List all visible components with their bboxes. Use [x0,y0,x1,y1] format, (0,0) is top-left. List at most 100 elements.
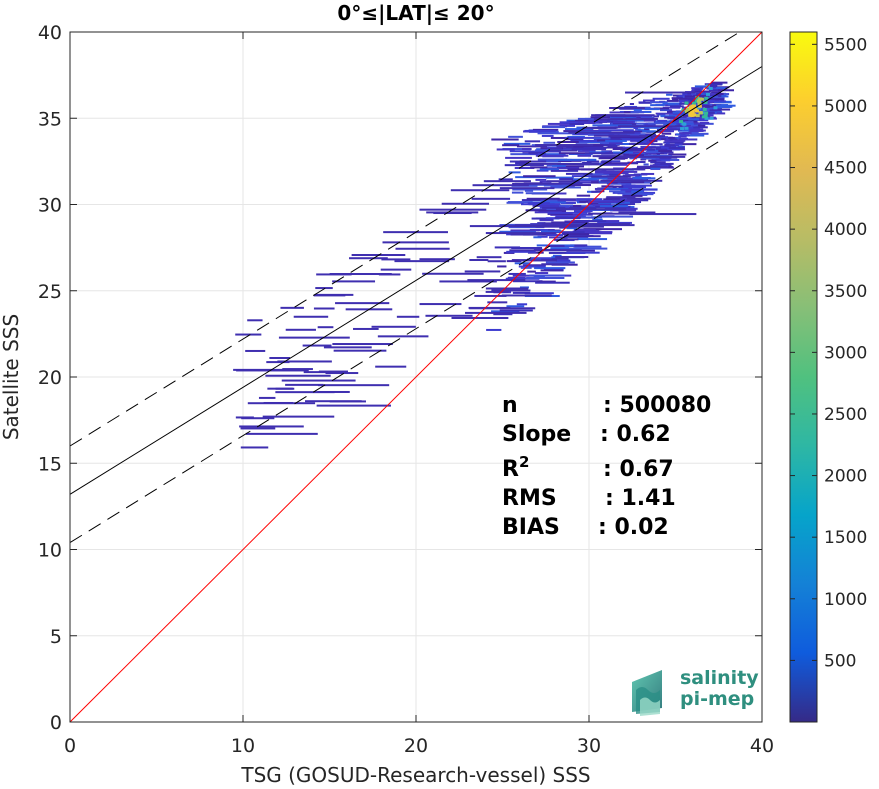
density-cell [613,121,634,124]
density-cell [636,161,646,164]
density-cell [598,120,607,123]
density-cell [691,87,704,90]
stat-label: R2 [502,453,529,482]
density-cell [666,93,673,96]
stats-box: n: 500080 Slope: 0.62 R2: 0.67 RMS: 1.41 BIA… [502,393,711,540]
density-cell [591,190,601,193]
density-cell [557,140,579,143]
density-cell [668,153,687,156]
density-cell [605,188,629,191]
density-cell [509,249,582,252]
density-cell-hot [697,104,702,108]
density-cell-hot [708,86,713,90]
density-cell [325,372,359,375]
density-cell [568,247,608,250]
density-cell [302,344,332,347]
density-cell-hot [692,113,697,117]
density-cell [558,182,583,185]
density-cell [677,113,687,116]
density-cell [606,177,643,180]
density-cell [566,251,600,254]
density-cell [655,148,668,151]
density-cell [715,92,724,95]
density-cell [280,306,304,309]
density-cell [678,95,685,98]
density-cell [550,247,570,250]
density-cell [684,95,705,98]
density-cell [653,115,660,118]
density-cell [657,119,668,122]
density-cell [524,292,554,295]
density-cell [419,258,455,261]
density-cell [519,160,531,163]
density-cell-hot [694,99,699,103]
density-cell [585,152,625,155]
colorbar-tick-label: 1500 [824,528,867,548]
density-cell [451,316,509,319]
density-cell [510,153,540,156]
density-cell [508,135,523,138]
density-cell [353,327,379,330]
density-cell [533,236,542,239]
density-cell-hot [682,122,687,126]
density-cell [565,172,593,175]
density-cell-hot [704,96,709,100]
density-cell [590,116,611,119]
density-cell [545,261,575,264]
density-cell [503,251,515,254]
density-cell [650,104,665,107]
density-cell [563,238,579,241]
x-tick-label: 40 [750,735,774,757]
density-cell [269,356,291,359]
density-cell [469,259,489,262]
density-cell [474,294,507,297]
density-cell [644,123,653,126]
density-cell [625,190,632,193]
density-cell [663,148,680,151]
density-cell [557,198,593,201]
density-cell [522,264,546,267]
density-cell-hot [698,111,703,115]
density-cell [643,99,655,102]
x-tick-label: 30 [577,735,601,757]
density-cell [679,134,690,137]
density-cell [566,206,597,209]
density-cell [528,150,561,153]
density-cell [580,213,593,216]
density-cell [618,211,656,214]
density-cell [505,156,532,159]
density-cell [472,184,529,187]
density-cell [529,152,547,155]
density-cell [620,200,631,203]
y-axis-ticks: 0 5 10 15 20 25 30 35 40 [38,22,762,734]
density-cell [508,171,521,174]
density-cell [491,289,531,292]
density-cell [612,123,637,126]
density-cell [576,126,587,129]
density-cell [685,91,706,94]
density-cell [502,144,520,147]
density-cell [527,251,544,254]
density-cell [240,446,269,449]
density-cell [600,179,663,182]
density-cell [703,99,715,102]
density-cell [573,210,593,213]
density-cell [527,270,536,273]
density-cell [525,209,547,212]
density-cell [266,361,290,364]
density-cell [633,127,638,130]
density-cell [610,209,637,212]
density-cell [382,241,449,244]
density-cell [516,303,528,306]
y-tick-label: 25 [38,281,62,303]
density-cell [277,360,332,363]
density-cell-hot [694,109,699,113]
density-cell [540,269,564,272]
density-cell [316,404,391,407]
density-cell [612,148,638,151]
density-cell [505,277,540,280]
density-cell [633,173,648,176]
density-cell [323,346,372,349]
density-cell [441,202,490,205]
density-cell [555,208,627,211]
